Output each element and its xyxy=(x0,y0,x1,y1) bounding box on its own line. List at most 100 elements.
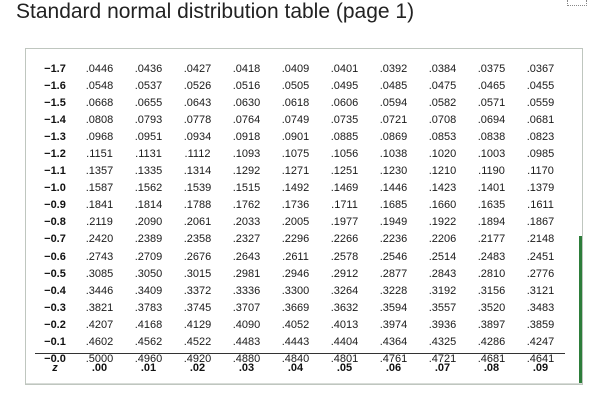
probability-cell: .4247 xyxy=(526,336,555,349)
probability-cell: .0778 xyxy=(183,113,212,126)
probability-cell: .0749 xyxy=(281,113,310,126)
probability-cell: .0537 xyxy=(134,79,163,92)
column-header: .00 xyxy=(91,362,108,374)
probability-cell: .4522 xyxy=(183,336,212,349)
z-value-cell: −0.5 xyxy=(44,267,66,280)
probability-cell: .1685 xyxy=(379,199,408,212)
probability-cell: .2643 xyxy=(232,250,261,263)
probability-cell: .1814 xyxy=(134,199,163,212)
probability-cell: .4681 xyxy=(477,353,506,366)
probability-cell: .1210 xyxy=(428,165,457,178)
probability-cell: .1112 xyxy=(184,148,211,161)
z-value-cell: −1.7 xyxy=(44,62,66,75)
probability-cell: .1423 xyxy=(428,182,457,195)
probability-cell: .1711 xyxy=(331,199,358,212)
probability-cell: .1271 xyxy=(281,165,310,178)
probability-cell: .1020 xyxy=(428,148,457,161)
probability-cell: .2266 xyxy=(330,233,359,246)
table-viewport[interactable]: ... −1.7 .0446 .0436 .0427 .0418 .0409 .0401 .0… xyxy=(25,48,583,385)
table-row: −0.4 .3446 .3409 .3372 .3336 .3300 .3264 .3228.… xyxy=(35,282,565,299)
probability-cell: .4761 xyxy=(379,353,408,366)
probability-cell: .1170 xyxy=(527,165,554,178)
probability-cell: .4880 xyxy=(232,353,261,366)
z-value-cell: −1.4 xyxy=(44,113,66,126)
column-header: .06 xyxy=(385,362,402,374)
probability-cell: .4168 xyxy=(134,318,163,331)
column-header: .08 xyxy=(483,362,500,374)
probability-cell: .1788 xyxy=(183,199,212,212)
probability-cell: .0643 xyxy=(183,96,212,109)
probability-cell: .4013 xyxy=(330,318,359,331)
probability-cell: .0367 xyxy=(526,62,555,75)
probability-cell: .1379 xyxy=(526,182,555,195)
frame-bottom-edge xyxy=(26,383,582,384)
probability-cell: .3336 xyxy=(232,284,261,297)
vertical-scrollbar[interactable] xyxy=(579,236,582,384)
z-value-cell: −0.3 xyxy=(44,301,66,314)
probability-cell: .1736 xyxy=(281,199,310,212)
probability-cell: .1357 xyxy=(85,165,114,178)
probability-cell: .1922 xyxy=(428,216,457,229)
probability-cell: .3897 xyxy=(477,318,506,331)
z-value-cell: −0.8 xyxy=(44,216,66,229)
probability-cell: .1056 xyxy=(330,148,359,161)
clipped-row-above: ... xyxy=(35,49,565,54)
table-header-row: z .00 .01 .02 .03 .04 .05 .06 .07 .08 .09 xyxy=(35,359,565,377)
probability-cell: .2389 xyxy=(134,233,163,246)
table-row: −0.9 .1841 .1814 .1788 .1762 .1736 .1711 .1685.… xyxy=(35,197,565,214)
column-header: .05 xyxy=(336,362,353,374)
probability-cell: .0409 xyxy=(281,62,310,75)
probability-cell: .3520 xyxy=(477,301,506,314)
z-value-cell: −1.5 xyxy=(44,96,66,109)
probability-cell: .2946 xyxy=(281,267,310,280)
probability-cell: .1003 xyxy=(477,148,506,161)
z-value-cell: −1.0 xyxy=(44,182,66,195)
clipped-z-cell: ... xyxy=(35,49,75,54)
probability-cell: .0401 xyxy=(330,62,359,75)
table-row: −1.7 .0446 .0436 .0427 .0418 .0409 .0401 .0392.… xyxy=(35,60,565,77)
probability-cell: .1977 xyxy=(330,216,359,229)
probability-cell: .3936 xyxy=(428,318,457,331)
table-row: −0.7 .2420 .2389 .2358 .2327 .2296 .2266 .2236.… xyxy=(35,231,565,248)
probability-cell: .3974 xyxy=(379,318,408,331)
probability-cell: .3783 xyxy=(134,301,163,314)
probability-cell: .2810 xyxy=(477,267,506,280)
resize-handle-icon[interactable] xyxy=(567,0,587,6)
probability-cell: .1762 xyxy=(232,199,261,212)
table-row: −1.4 .0808 .0793 .0778 .0764 .0749 .0735 .0721.… xyxy=(35,111,565,128)
probability-cell: .3300 xyxy=(281,284,310,297)
probability-cell: .3632 xyxy=(330,301,359,314)
probability-cell: .3192 xyxy=(428,284,457,297)
probability-cell: .2776 xyxy=(526,267,555,280)
table-row: −0.5 .3085 .3050 .3015 .2981 .2946 .2912 .2877.… xyxy=(35,265,565,282)
probability-cell: .2843 xyxy=(428,267,457,280)
probability-cell: .0853 xyxy=(428,130,457,143)
table-row: −1.0 .1587 .1562 .1539 .1515 .1492 .1469 .1446.… xyxy=(35,180,565,197)
column-header: .07 xyxy=(434,362,451,374)
probability-cell: .0735 xyxy=(330,113,359,126)
probability-cell: .1093 xyxy=(232,148,261,161)
probability-cell: .0708 xyxy=(428,113,457,126)
table-row: −1.2 .1151 .1131 .1112 .1093 .1075 .1056 .1038.… xyxy=(35,145,565,162)
probability-cell: .0764 xyxy=(232,113,261,126)
probability-cell: .0918 xyxy=(232,130,261,143)
z-value-cell: −1.2 xyxy=(44,148,66,161)
probability-cell: .1230 xyxy=(379,165,408,178)
probability-cell: .3594 xyxy=(379,301,408,314)
probability-cell: .3446 xyxy=(85,284,114,297)
probability-cell: .0559 xyxy=(526,96,555,109)
probability-cell: .2611 xyxy=(282,250,309,263)
probability-cell: .4325 xyxy=(428,336,457,349)
probability-cell: .0869 xyxy=(379,130,408,143)
table-row: −0.3 .3821 .3783 .3745 .3707 .3669 .3632 .3594.… xyxy=(35,299,565,316)
probability-cell: .0418 xyxy=(232,62,261,75)
probability-cell: .1131 xyxy=(135,148,162,161)
z-value-cell: −0.2 xyxy=(44,318,66,331)
probability-cell: .2420 xyxy=(85,233,114,246)
z-column-header: z xyxy=(52,362,58,374)
probability-cell: .1539 xyxy=(183,182,212,195)
probability-cell: .3372 xyxy=(183,284,212,297)
probability-cell: .4602 xyxy=(85,336,114,349)
probability-cell: .1251 xyxy=(330,165,359,178)
